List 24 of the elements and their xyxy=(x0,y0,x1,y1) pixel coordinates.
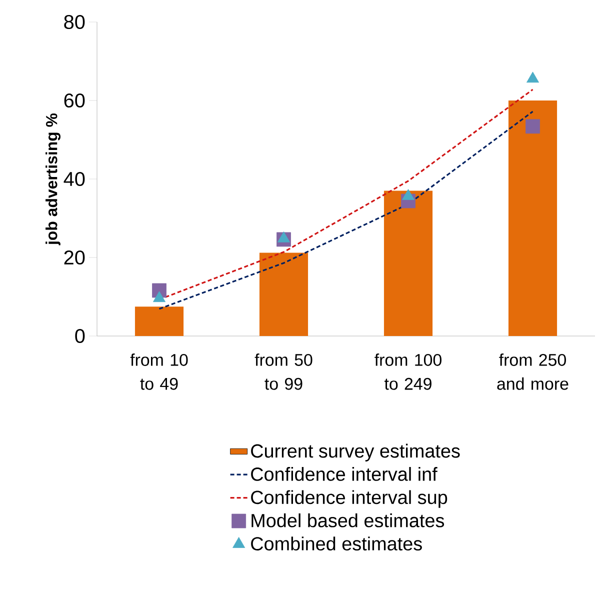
x-tick-label: from 50 to 99 xyxy=(254,354,312,390)
legend-label: Confidence interval sup xyxy=(251,490,448,508)
x-tick-label: from 250 and more xyxy=(497,354,568,390)
x-tick-label: from 10 to 49 xyxy=(130,354,188,390)
y-tick-label: 20 xyxy=(64,250,85,265)
bar xyxy=(134,306,184,336)
bar xyxy=(384,190,433,336)
bar xyxy=(259,252,308,336)
point xyxy=(277,231,290,242)
legend-label: Model based estimates xyxy=(252,513,444,528)
y-axis-title: job advertising % xyxy=(46,113,60,246)
legend-label: Current survey estimates xyxy=(251,444,460,462)
point xyxy=(526,119,540,134)
bar xyxy=(508,100,558,336)
legend-label: Confidence interval inf xyxy=(251,467,438,481)
y-tick-label: 40 xyxy=(64,172,85,186)
point xyxy=(152,291,166,302)
y-tick-label: 80 xyxy=(64,14,85,30)
x-tick-label: from 100 to 249 xyxy=(374,354,442,390)
y-tick-label: 0 xyxy=(75,328,85,344)
point xyxy=(526,72,540,83)
legend-label: Combined estimates xyxy=(251,536,422,550)
y-tick-label: 60 xyxy=(64,93,85,108)
point xyxy=(402,189,415,200)
